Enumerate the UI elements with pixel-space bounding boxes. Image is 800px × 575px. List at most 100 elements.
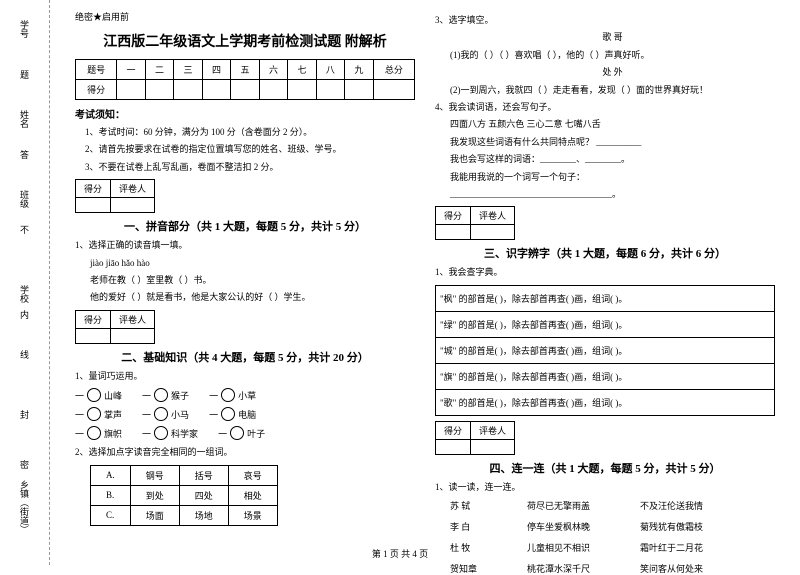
question-line: 我发现这些词语有什么共同特点呢？ __________ [450, 135, 775, 149]
match-item: 桃花潭水深千尺 [527, 562, 590, 575]
eval-score: 得分 [436, 207, 471, 225]
dictionary-table: "枫" 的部首是( )，除去部首再查( )画，组词( )。"绿" 的部首是( )… [435, 285, 775, 416]
char-choice: 歌 哥 [450, 30, 775, 44]
margin-char: 不 [18, 225, 31, 234]
margin-char: 线 [18, 350, 31, 359]
eval-table: 得分评卷人 [435, 206, 515, 240]
abc-cell: C. [91, 505, 131, 525]
score-header: 题号 [76, 60, 117, 80]
part1-title: 一、拼音部分（共 1 大题，每题 5 分，共计 5 分） [75, 218, 415, 234]
measure-item: 一 猴子 [142, 388, 189, 402]
match-item: 不及汪伦送我情 [640, 499, 703, 512]
notice-item: 3、不要在试卷上乱写乱画，卷面不整洁扣 2 分。 [85, 160, 415, 174]
abc-cell: 场景 [228, 505, 277, 525]
margin-char: 答 [18, 150, 31, 159]
match-item: 菊残犹有傲霜枝 [640, 520, 703, 533]
score-header: 一 [117, 60, 145, 80]
question: 1、读一读，连一连。 [435, 480, 775, 494]
score-cell [288, 80, 316, 100]
abc-cell: B. [91, 485, 131, 505]
dict-row: "枫" 的部首是( )，除去部首再查( )画，组词( )。 [436, 285, 775, 311]
measure-item: 一 小草 [209, 388, 256, 402]
abc-cell: 到处 [130, 485, 179, 505]
match-item: 笑问客从何处来 [640, 562, 703, 575]
measure-item: 一 旗帜 [75, 426, 122, 440]
match-item: 停车坐爱枫林晚 [527, 520, 590, 533]
dict-row: "城" 的部首是( )，除去部首再查( )画，组词( )。 [436, 337, 775, 363]
notice-item: 2、请首先按要求在试卷的指定位置填写您的姓名、班级、学号。 [85, 142, 415, 156]
score-table: 题号一二三四五六七八九总分 得分 [75, 59, 415, 100]
abc-table: A.钢号括号哀号B.到处四处相处C.场面场地场景 [90, 465, 278, 526]
eval-table: 得分评卷人 [75, 179, 155, 213]
eval-score: 得分 [76, 180, 111, 198]
measure-words: 一 山峰一 猴子一 小草一 掌声一 小马一 电脑一 旗帜一 科学家一 叶子 [75, 388, 415, 440]
score-header: 六 [259, 60, 287, 80]
abc-cell: 场面 [130, 505, 179, 525]
secret-label: 绝密★启用前 [75, 10, 415, 23]
binding-margin: 学号 题 姓名 答 班级 不 学校 内 线 封 乡镇（街道） 密 [0, 0, 50, 565]
abc-cell: 四处 [179, 485, 228, 505]
eval-table: 得分评卷人 [435, 421, 515, 455]
page-footer: 第 1 页 共 4 页 [0, 547, 800, 560]
margin-char: 题 [18, 70, 31, 79]
question-line: 老师在教（ ）室里教（ ）书。 [90, 273, 415, 287]
score-header: 四 [202, 60, 230, 80]
eval-marker: 评卷人 [471, 421, 515, 439]
abc-cell: 括号 [179, 465, 228, 485]
question: 1、选择正确的读音填一填。 [75, 238, 415, 252]
abc-cell: A. [91, 465, 131, 485]
score-header: 七 [288, 60, 316, 80]
margin-label: 姓名 [18, 110, 31, 128]
question: 1、我会查字典。 [435, 265, 775, 279]
exam-page: 学号 题 姓名 答 班级 不 学校 内 线 封 乡镇（街道） 密 绝密★启用前 … [0, 0, 800, 565]
question: 1、量词巧运用。 [75, 369, 415, 383]
part3-title: 三、识字辨字（共 1 大题，每题 6 分，共计 6 分） [435, 245, 775, 261]
question-line: (1)我的（ ）（ ）喜欢唱（ ），他的（ ）声真好听。 [450, 48, 775, 62]
measure-item: 一 电脑 [209, 407, 256, 421]
margin-label: 乡镇（街道） [18, 480, 31, 534]
measure-item: 一 山峰 [75, 388, 122, 402]
abc-cell: 钢号 [130, 465, 179, 485]
match-item: 贺知章 [450, 562, 477, 575]
score-cell [345, 80, 373, 100]
score-cell [202, 80, 230, 100]
question-line: (2)一到周六，我就四（ ）走走看看，发现（ ）面的世界真好玩！ [450, 83, 775, 97]
question-line: 他的爱好（ ）就是看书，他是大家公认的好（ ）学生。 [90, 290, 415, 304]
notice-title: 考试须知： [75, 106, 415, 121]
question-line: ____________________________________。 [450, 187, 775, 201]
eval-score: 得分 [76, 310, 111, 328]
exam-title: 江西版二年级语文上学期考前检测试题 附解析 [75, 31, 415, 51]
score-header: 五 [231, 60, 259, 80]
measure-item: 一 叶子 [218, 426, 265, 440]
score-cell [231, 80, 259, 100]
question: 2、选择加点字读音完全相同的一组词。 [75, 445, 415, 459]
margin-label: 班级 [18, 190, 31, 208]
question-line: 我能用我说的一个词写一个句子： [450, 170, 775, 184]
score-cell [145, 80, 173, 100]
score-cell [174, 80, 202, 100]
notice-item: 1、考试时间：60 分钟，满分为 100 分（含卷面分 2 分）。 [85, 125, 415, 139]
dict-row: "歌" 的部首是( )，除去部首再查( )画，组词( )。 [436, 389, 775, 415]
dict-row: "旗" 的部首是( )，除去部首再查( )画，组词( )。 [436, 363, 775, 389]
score-header: 总分 [373, 60, 414, 80]
eval-marker: 评卷人 [111, 310, 155, 328]
score-header: 三 [174, 60, 202, 80]
margin-char: 内 [18, 310, 31, 319]
eval-table: 得分评卷人 [75, 310, 155, 344]
char-choice: 处 外 [450, 65, 775, 79]
score-cell [373, 80, 414, 100]
part2-title: 二、基础知识（共 4 大题，每题 5 分，共计 20 分） [75, 349, 415, 365]
match-item: 李 白 [450, 520, 477, 533]
margin-char: 密 [18, 460, 31, 469]
left-column: 绝密★启用前 江西版二年级语文上学期考前检测试题 附解析 题号一二三四五六七八九… [65, 10, 425, 555]
score-cell [259, 80, 287, 100]
margin-char: 封 [18, 410, 31, 419]
score-header: 二 [145, 60, 173, 80]
matching-exercise: 苏 轼李 白杜 牧贺知章 荷尽已无擎雨盖停车坐爱枫林晚儿童相见不相识桃花潭水深千… [450, 499, 775, 575]
score-label: 得分 [76, 80, 117, 100]
match-item: 苏 轼 [450, 499, 477, 512]
eval-marker: 评卷人 [471, 207, 515, 225]
margin-label: 学号 [18, 20, 31, 38]
question-line: 四面八方 五颜六色 三心二意 七嘴八舌 [450, 117, 775, 131]
question-line: 我也会写这样的词语：________、________。 [450, 152, 775, 166]
